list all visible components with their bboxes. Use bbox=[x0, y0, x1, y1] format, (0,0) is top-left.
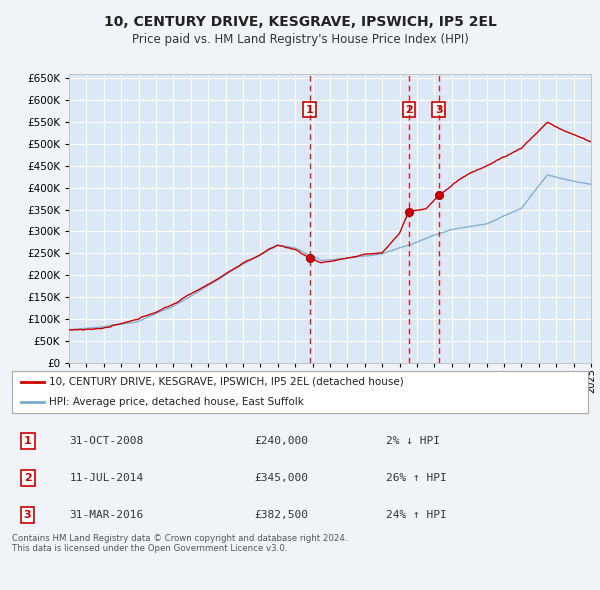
Text: £240,000: £240,000 bbox=[254, 436, 308, 445]
Text: Price paid vs. HM Land Registry's House Price Index (HPI): Price paid vs. HM Land Registry's House … bbox=[131, 33, 469, 46]
Text: 1: 1 bbox=[23, 436, 31, 445]
Text: £382,500: £382,500 bbox=[254, 510, 308, 520]
Text: 2% ↓ HPI: 2% ↓ HPI bbox=[386, 436, 440, 445]
Text: 3: 3 bbox=[435, 105, 443, 115]
Text: £345,000: £345,000 bbox=[254, 473, 308, 483]
Text: 3: 3 bbox=[24, 510, 31, 520]
Text: Contains HM Land Registry data © Crown copyright and database right 2024.
This d: Contains HM Land Registry data © Crown c… bbox=[12, 534, 347, 553]
Text: 2: 2 bbox=[23, 473, 31, 483]
Text: 31-MAR-2016: 31-MAR-2016 bbox=[70, 510, 144, 520]
Text: 11-JUL-2014: 11-JUL-2014 bbox=[70, 473, 144, 483]
Text: 31-OCT-2008: 31-OCT-2008 bbox=[70, 436, 144, 445]
Text: 10, CENTURY DRIVE, KESGRAVE, IPSWICH, IP5 2EL: 10, CENTURY DRIVE, KESGRAVE, IPSWICH, IP… bbox=[104, 15, 496, 29]
Text: 24% ↑ HPI: 24% ↑ HPI bbox=[386, 510, 447, 520]
Text: 2: 2 bbox=[405, 105, 413, 115]
Text: 10, CENTURY DRIVE, KESGRAVE, IPSWICH, IP5 2EL (detached house): 10, CENTURY DRIVE, KESGRAVE, IPSWICH, IP… bbox=[49, 377, 404, 387]
Text: HPI: Average price, detached house, East Suffolk: HPI: Average price, detached house, East… bbox=[49, 398, 304, 407]
Text: 1: 1 bbox=[306, 105, 314, 115]
Text: 26% ↑ HPI: 26% ↑ HPI bbox=[386, 473, 447, 483]
